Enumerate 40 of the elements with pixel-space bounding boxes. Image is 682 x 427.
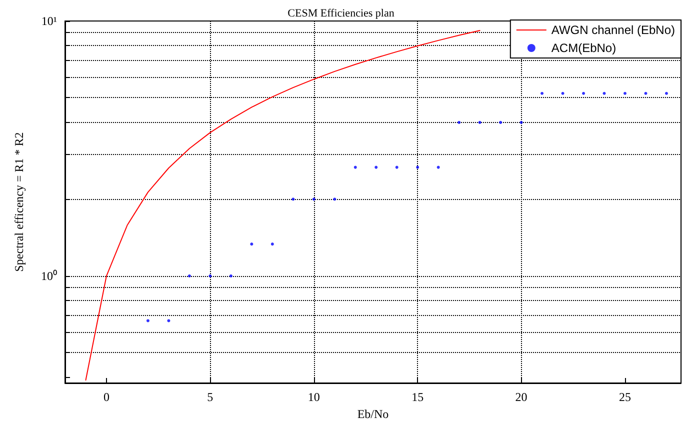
point: [436, 166, 440, 169]
y-tick-label: 10¹: [41, 14, 58, 28]
point: [333, 198, 336, 201]
point: [540, 92, 544, 95]
x-tick-label: 5: [207, 390, 214, 404]
point: [416, 166, 420, 169]
point: [167, 319, 170, 322]
x-tick-label: 10: [308, 390, 320, 404]
point: [250, 242, 254, 246]
point: [208, 274, 212, 278]
point: [644, 92, 648, 95]
legend-label: ACM(EbNo): [551, 41, 616, 55]
x-tick-label: 15: [412, 390, 424, 404]
y-axis-title: Spectral efficency = R1 * R2: [12, 132, 26, 272]
chart-title: CESM Efficiencies plan: [288, 8, 395, 20]
point: [395, 166, 398, 169]
point: [146, 319, 150, 322]
point: [458, 120, 461, 124]
point: [624, 92, 626, 95]
legend-label: AWGN channel (EbNo): [551, 23, 676, 37]
point: [312, 198, 316, 201]
point: [374, 166, 378, 169]
point: [292, 198, 295, 201]
point: [561, 92, 564, 95]
point: [499, 120, 502, 124]
point: [664, 92, 668, 95]
y-tick-label: 10⁰: [41, 268, 57, 283]
point: [520, 120, 523, 124]
x-axis-title: Eb/No: [357, 406, 389, 421]
point: [582, 92, 586, 95]
x-tick-label: 0: [103, 390, 110, 404]
line-series: [85, 30, 480, 381]
point: [478, 120, 482, 124]
point: [602, 92, 606, 95]
x-tick-label: 25: [619, 390, 631, 404]
x-tick-label: 20: [515, 390, 528, 404]
point: [270, 242, 274, 246]
point: [188, 274, 191, 278]
point: [354, 166, 357, 169]
point: [229, 274, 232, 278]
